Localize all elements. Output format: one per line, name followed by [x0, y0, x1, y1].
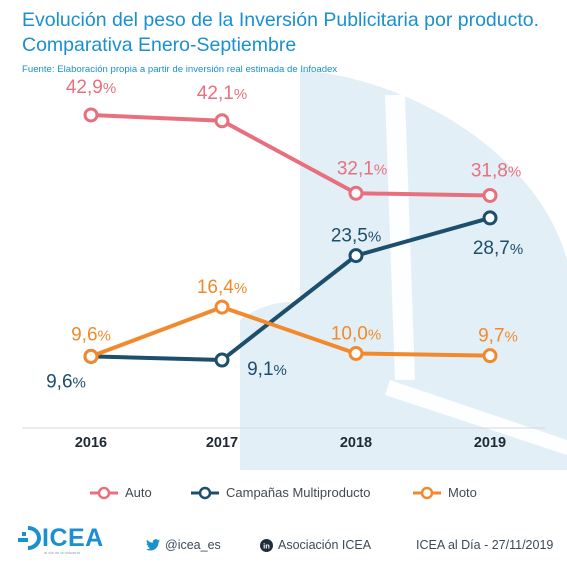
- brand-logo-subtext: al día de la industria: [44, 550, 80, 555]
- x-tick-2018: 2018: [340, 435, 372, 451]
- series-line-auto: [89, 112, 492, 198]
- point-auto-2018: [348, 185, 364, 201]
- point-moto-2017: [214, 299, 230, 315]
- series-line-multiproducto: [89, 215, 492, 363]
- data-label-multiproducto-2019: 28,7%: [473, 238, 523, 259]
- chart-title: Evolución del peso de la Inversión Publi…: [22, 8, 562, 58]
- legend-item-moto: Moto: [413, 485, 477, 500]
- svg-text:in: in: [263, 541, 270, 550]
- data-label-auto-2019: 31,8%: [471, 160, 521, 181]
- linkedin-icon: in: [260, 538, 273, 552]
- data-label-auto-2016: 42,9%: [66, 77, 116, 98]
- chart-source: Fuente: Elaboración propia a partir de i…: [22, 64, 338, 75]
- linkedin-account-text: Asociación ICEA: [278, 538, 372, 552]
- icea-logo-icon: [18, 526, 41, 550]
- x-tick-2016: 2016: [75, 435, 107, 451]
- point-moto-2019: [482, 348, 498, 364]
- point-moto-2016: [83, 348, 99, 364]
- chart-title-line1: Evolución del peso de la Inversión Publi…: [22, 9, 540, 31]
- legend-label-multiproducto: Campañas Multiproducto: [226, 485, 371, 500]
- linkedin-account[interactable]: in Asociación ICEA: [260, 538, 371, 552]
- legend: Auto Campañas Multiproducto Moto: [0, 485, 567, 505]
- data-label-multiproducto-2018: 23,5%: [331, 226, 381, 247]
- point-multiproducto-2018: [348, 248, 364, 264]
- data-label-moto-2018: 10,0%: [331, 324, 381, 345]
- point-moto-2018: [348, 346, 364, 361]
- legend-marker-multiproducto: [191, 486, 219, 499]
- data-label-multiproducto-2017: 9,1%: [247, 359, 287, 380]
- background-watermark: [240, 70, 567, 470]
- data-label-multiproducto-2016: 9,6%: [46, 371, 86, 392]
- twitter-handle-text: @icea_es: [165, 538, 221, 552]
- data-label-moto-2016: 9,6%: [71, 324, 111, 345]
- point-auto-2017: [214, 113, 230, 129]
- footer: ICEA al día de la industria @icea_es in …: [0, 522, 567, 562]
- chart-title-line2: Comparativa Enero-Septiembre: [22, 34, 297, 56]
- data-label-auto-2017: 42,1%: [197, 83, 247, 104]
- twitter-icon: [146, 539, 160, 551]
- legend-label-auto: Auto: [125, 485, 152, 500]
- twitter-handle[interactable]: @icea_es: [146, 538, 221, 552]
- point-auto-2019: [482, 187, 498, 203]
- legend-item-auto: Auto: [90, 485, 152, 500]
- footer-date: ICEA al Día - 27/11/2019: [416, 538, 554, 552]
- legend-marker-moto: [413, 486, 441, 499]
- data-label-moto-2019: 9,7%: [478, 326, 518, 347]
- series-line-moto: [89, 305, 492, 359]
- data-label-auto-2018: 32,1%: [337, 158, 387, 179]
- legend-marker-auto: [90, 486, 118, 499]
- x-tick-2017: 2017: [206, 435, 238, 451]
- brand-logo-text: ICEA: [42, 524, 104, 552]
- x-tick-2019: 2019: [474, 435, 506, 451]
- point-multiproducto-2017: [214, 352, 230, 368]
- data-label-moto-2017: 16,4%: [197, 277, 247, 298]
- legend-item-multiproducto: Campañas Multiproducto: [191, 485, 371, 500]
- legend-label-moto: Moto: [448, 485, 477, 500]
- point-auto-2016: [83, 107, 99, 123]
- point-multiproducto-2019: [482, 210, 498, 226]
